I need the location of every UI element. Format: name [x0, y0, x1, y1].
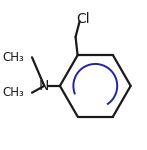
- Text: Cl: Cl: [76, 12, 90, 26]
- Text: CH₃: CH₃: [2, 86, 24, 99]
- Text: N: N: [39, 79, 49, 93]
- Text: CH₃: CH₃: [2, 51, 24, 64]
